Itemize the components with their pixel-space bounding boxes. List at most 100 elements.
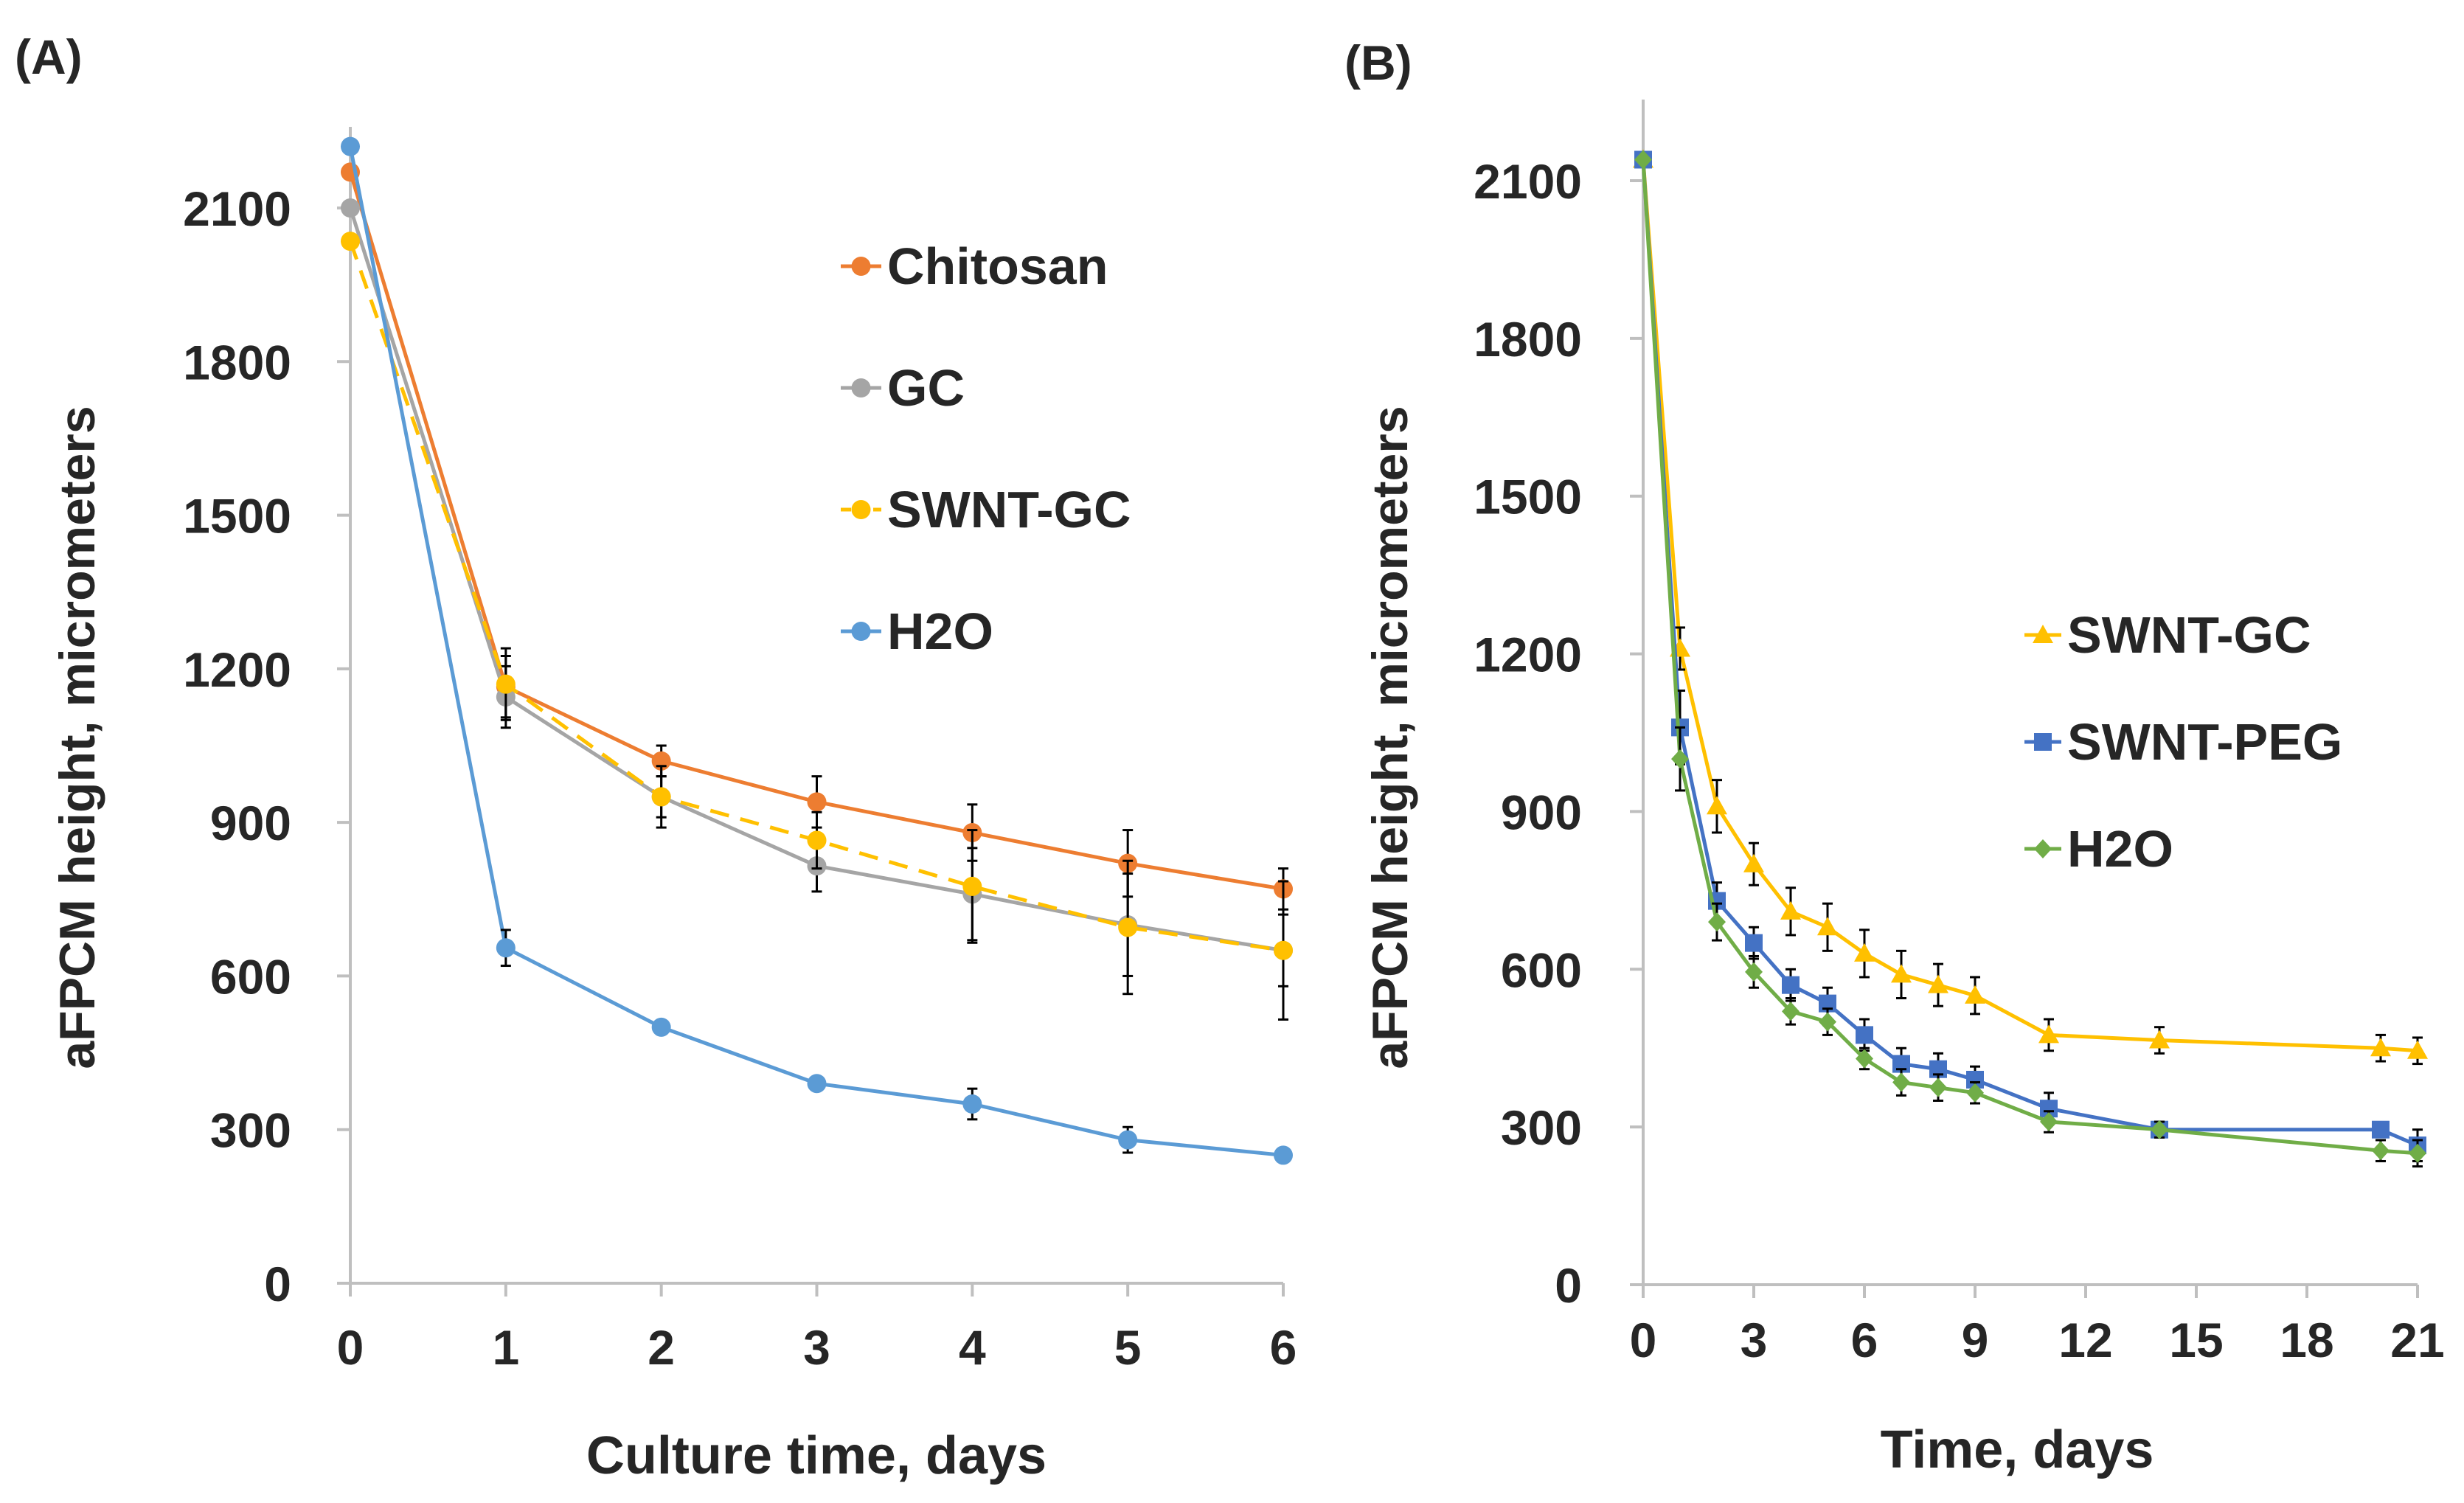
data-point-swnt-gc <box>2370 1038 2391 1057</box>
data-point-h2o <box>1634 150 1652 170</box>
data-point-swnt-gc <box>962 876 982 896</box>
data-point-h2o <box>496 938 516 958</box>
data-point-h2o <box>2372 1141 2390 1161</box>
y-tick-label: 1500 <box>183 489 291 544</box>
x-tick-label: 12 <box>2058 1313 2112 1367</box>
x-tick-label: 6 <box>1851 1313 1878 1367</box>
y-tick-label: 1200 <box>183 642 291 697</box>
x-tick-label: 3 <box>803 1320 830 1375</box>
panel-b-label: (B) <box>1344 35 1412 90</box>
y-tick-label: 0 <box>264 1257 291 1311</box>
data-point-swnt-gc <box>1928 974 1948 993</box>
data-point-h2o <box>1892 1072 1910 1092</box>
y-tick-label: 900 <box>210 796 291 850</box>
panel-a-legend: Chitosan GC SWNT-GC H2O <box>841 237 1131 660</box>
data-point-swnt-gc <box>1118 917 1138 937</box>
x-tick-label: 9 <box>1962 1313 1989 1367</box>
y-tick-label: 300 <box>210 1103 291 1158</box>
data-point-swnt-gc <box>2407 1040 2428 1059</box>
y-tick-label: 600 <box>210 949 291 1004</box>
data-point-h2o <box>1671 749 1689 769</box>
panel-b-series <box>1633 149 2428 1168</box>
data-point-swnt-gc <box>651 787 671 807</box>
data-point-h2o <box>1929 1077 1947 1097</box>
legend-marker-h2o <box>851 622 871 641</box>
data-point-swnt-peg <box>1856 1026 1873 1044</box>
data-point-h2o <box>1708 912 1726 932</box>
series-line-h2o <box>1641 159 2418 1156</box>
y-tick-label: 1500 <box>1474 470 1582 524</box>
y-tick-label: 2100 <box>183 181 291 236</box>
panel-a-xlabel: Culture time, days <box>586 1426 1047 1485</box>
legend-marker-h2o <box>2034 839 2052 858</box>
data-point-swnt-peg <box>1745 934 1763 952</box>
panel-b-ylabel: aFPCM height, micrometers <box>1362 406 1418 1069</box>
legend-label-h2o: H2O <box>2067 820 2173 878</box>
data-point-swnt-gc <box>496 674 516 694</box>
x-tick-label: 15 <box>2169 1313 2223 1367</box>
panel-b-legend: SWNT-GC SWNT-PEG H2O <box>2024 606 2342 878</box>
data-point-h2o <box>1118 1130 1138 1150</box>
data-point-h2o <box>341 136 360 156</box>
y-tick-label: 0 <box>1555 1258 1582 1313</box>
panel-b: (B) 0 300 600 900 1200 1500 1800 2100 0 3 6 9 12 15 18… <box>1344 35 2445 1479</box>
x-tick-label: 2 <box>648 1320 675 1375</box>
data-point-swnt-gc <box>1780 900 1801 920</box>
x-tick-label: 6 <box>1270 1320 1297 1375</box>
y-tick-label: 1200 <box>1474 628 1582 682</box>
legend-marker-swnt-gc <box>851 500 871 519</box>
data-point-h2o <box>1819 1012 1836 1032</box>
data-point-swnt-peg <box>2372 1120 2390 1139</box>
legend-marker-gc <box>851 378 871 398</box>
legend-label-swnt-gc: SWNT-GC <box>2067 606 2311 664</box>
y-tick-label: 600 <box>1501 943 1582 997</box>
panel-b-xlabel: Time, days <box>1881 1420 2154 1479</box>
data-point-swnt-gc <box>807 830 827 850</box>
data-point-h2o <box>2409 1143 2426 1163</box>
data-point-h2o <box>1856 1049 1873 1069</box>
legend-label-swnt-gc: SWNT-GC <box>887 481 1131 538</box>
data-point-h2o <box>2151 1120 2168 1139</box>
data-point-swnt-gc <box>2149 1030 2170 1049</box>
legend-marker-chitosan <box>851 257 871 276</box>
data-point-swnt-gc <box>2038 1024 2059 1044</box>
panel-a: (A) 0 300 600 900 1200 1500 1800 2100 0 1 2 3 4 5 6 Ch… <box>15 29 1297 1485</box>
panel-a-label: (A) <box>15 29 83 84</box>
panel-b-axes: 0 300 600 900 1200 1500 1800 2100 0 3 6 9 12 15 18 21 <box>1474 100 2445 1367</box>
x-tick-label: 18 <box>2280 1313 2333 1367</box>
y-tick-label: 300 <box>1501 1100 1582 1155</box>
y-tick-label: 1800 <box>1474 312 1582 367</box>
data-point-h2o <box>962 1094 982 1114</box>
data-point-swnt-gc <box>1854 943 1875 962</box>
data-point-h2o <box>807 1074 827 1094</box>
data-point-swnt-gc <box>1965 985 1985 1004</box>
data-point-swnt-gc <box>1707 796 1727 815</box>
x-tick-label: 3 <box>1741 1313 1768 1367</box>
y-tick-label: 1800 <box>183 335 291 389</box>
legend-label-h2o: H2O <box>887 603 993 660</box>
data-point-swnt-peg <box>1782 976 1800 994</box>
legend-label-gc: GC <box>887 359 965 417</box>
data-point-h2o <box>651 1017 671 1037</box>
x-tick-label: 0 <box>1630 1313 1657 1367</box>
panel-a-ylabel: aFPCM height, micrometers <box>49 406 105 1069</box>
y-tick-label: 900 <box>1501 785 1582 839</box>
data-point-swnt-gc <box>1274 940 1293 960</box>
legend-marker-swnt-gc <box>2033 625 2053 643</box>
y-tick-label: 2100 <box>1474 154 1582 209</box>
data-point-swnt-gc <box>1743 853 1764 872</box>
x-tick-label: 0 <box>337 1320 364 1375</box>
panel-a-series <box>341 136 1293 1165</box>
x-tick-label: 1 <box>492 1320 519 1375</box>
data-point-h2o <box>2040 1112 2058 1132</box>
data-point-h2o <box>1745 962 1763 982</box>
legend-label-chitosan: Chitosan <box>887 237 1108 295</box>
x-tick-label: 21 <box>2390 1313 2444 1367</box>
data-point-h2o <box>1274 1145 1293 1165</box>
data-point-swnt-gc <box>1817 917 1838 936</box>
x-tick-label: 5 <box>1114 1320 1142 1375</box>
series-line-swnt-gc <box>1641 159 2418 1053</box>
data-point-gc <box>341 198 360 218</box>
legend-label-swnt-peg: SWNT-PEG <box>2067 713 2342 771</box>
